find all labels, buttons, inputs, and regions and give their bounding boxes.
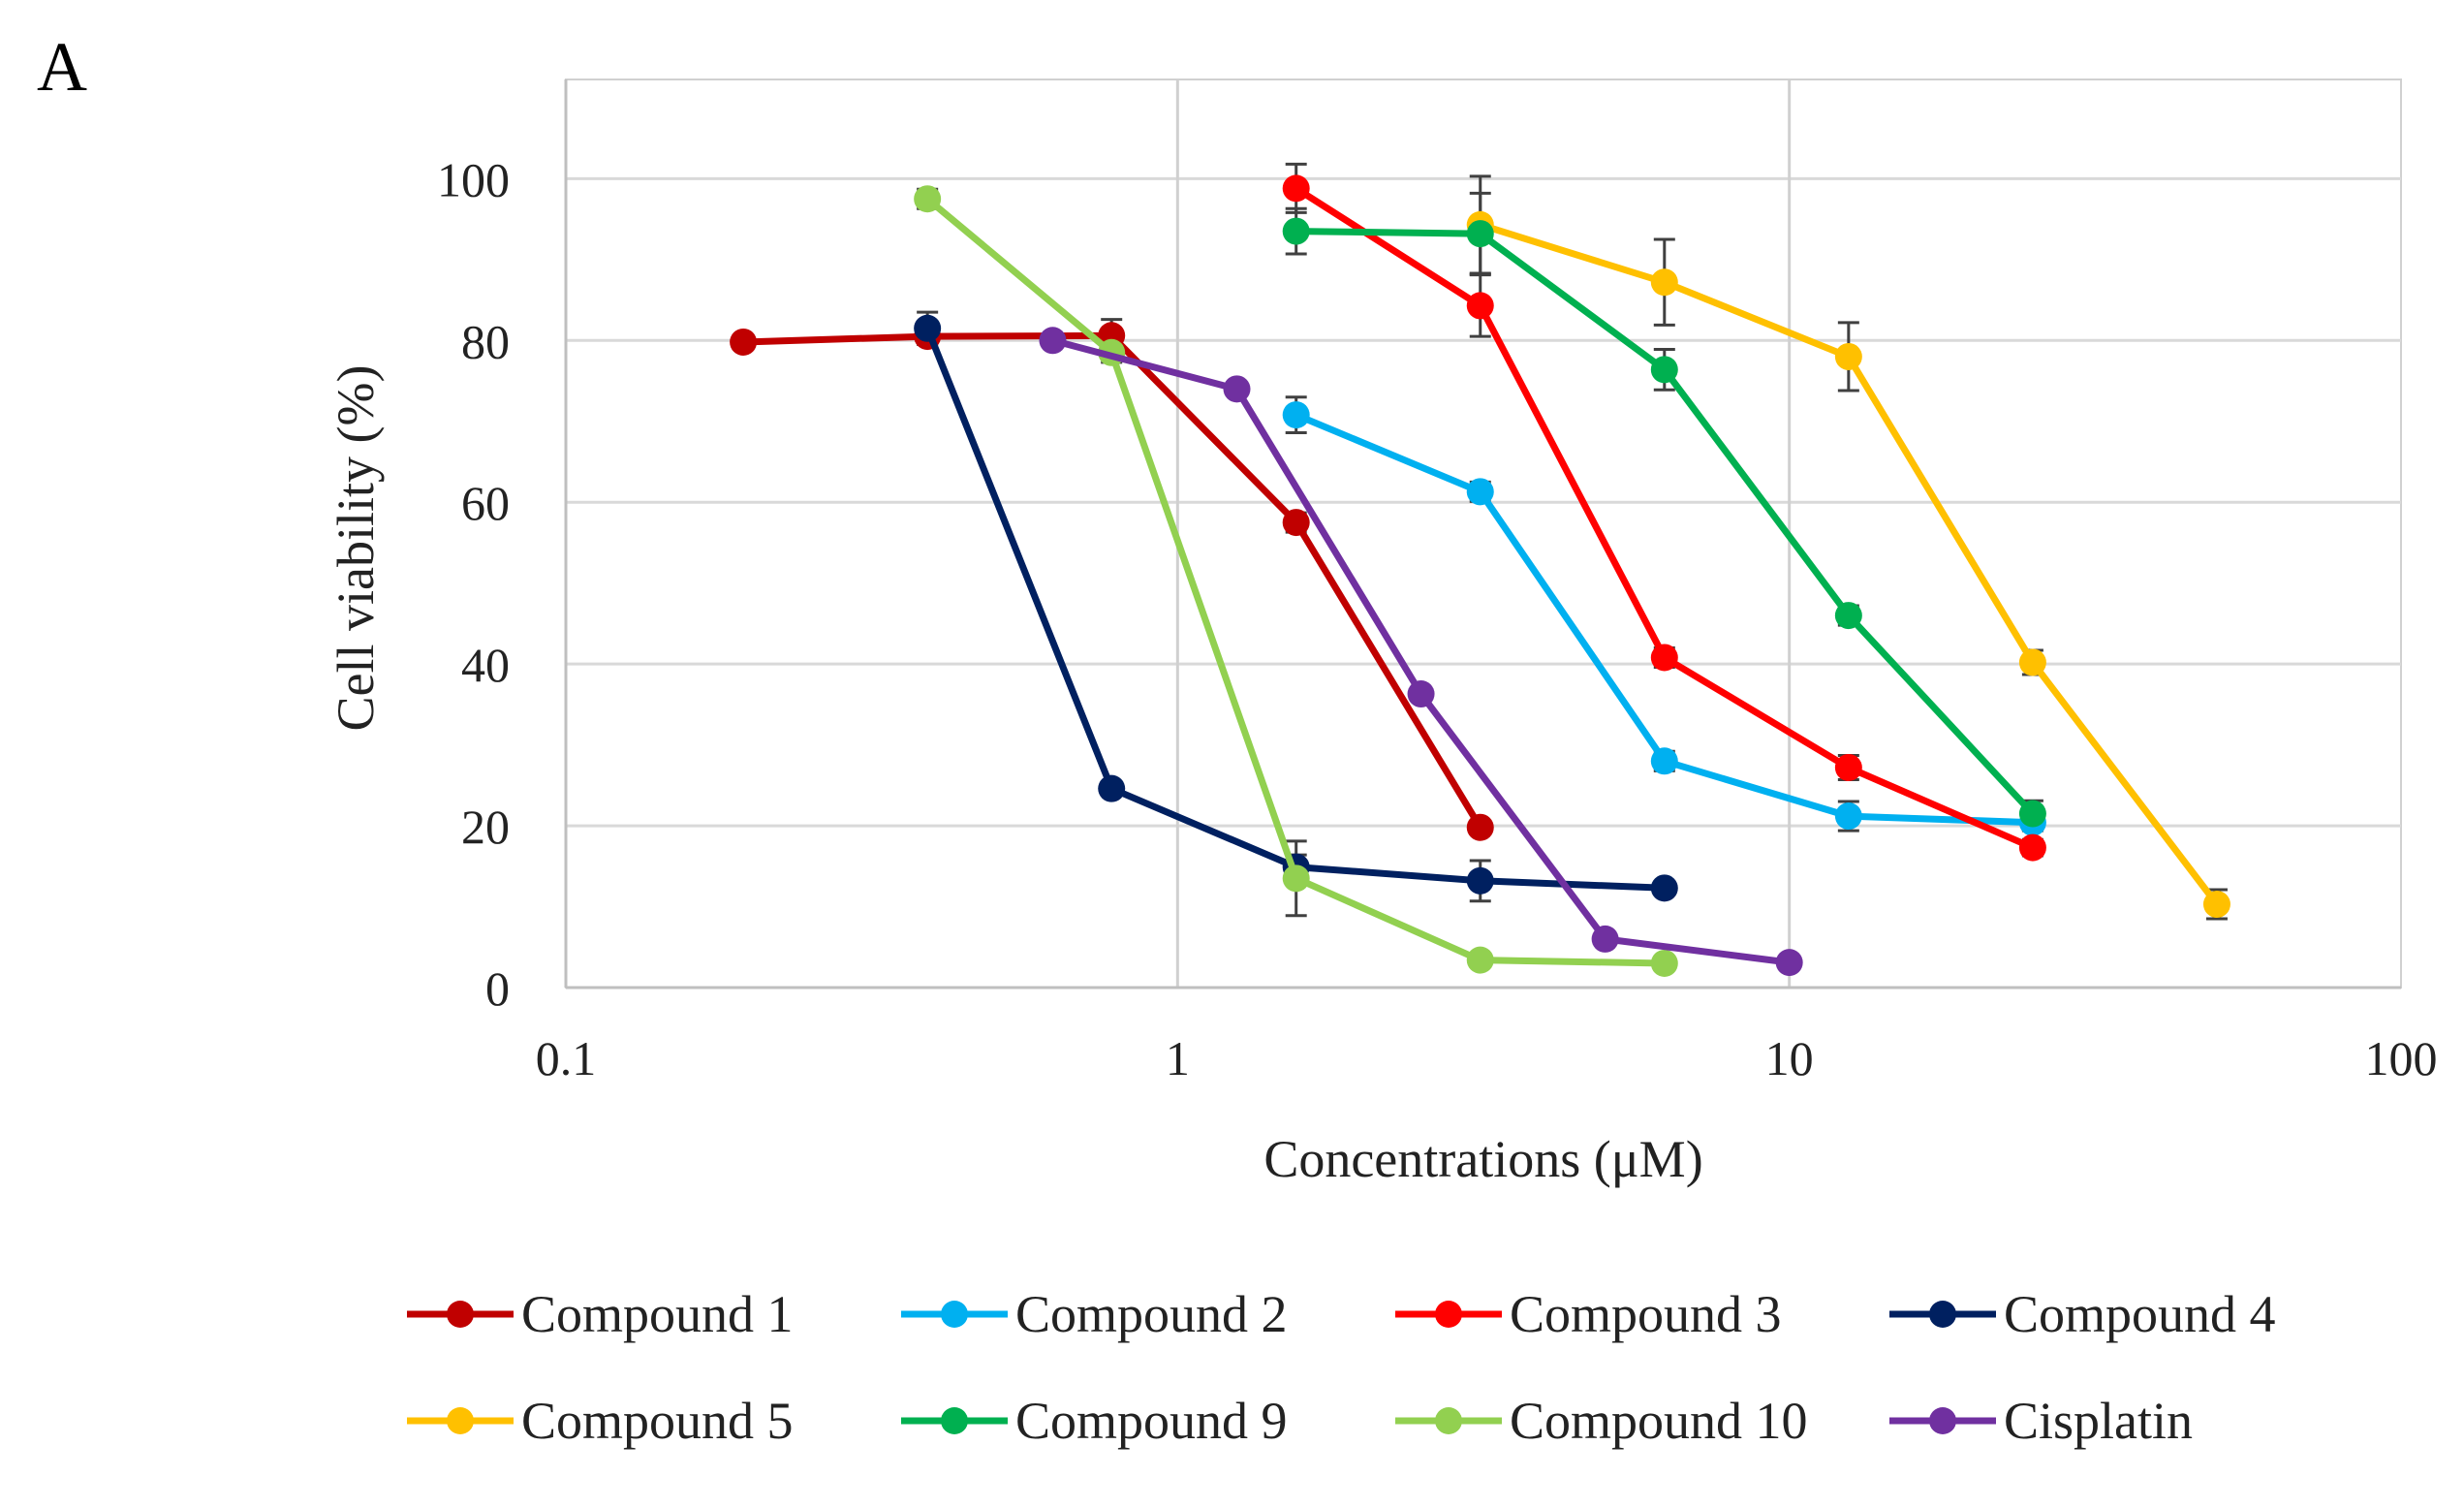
legend-marker-compound-4 <box>1929 1301 1956 1328</box>
data-point-compound-10 <box>1282 864 1310 893</box>
data-point-compound-4 <box>914 314 942 342</box>
legend-marker-compound-10 <box>1435 1407 1462 1434</box>
x-tick-label: 1 <box>1166 1031 1190 1085</box>
y-axis-title: Cell viability (%) <box>327 365 385 732</box>
y-tick-label: 80 <box>461 314 510 368</box>
legend-marker-compound-3 <box>1435 1301 1462 1328</box>
x-tick-label: 100 <box>2365 1031 2438 1085</box>
series-line-compound-1 <box>742 331 1483 830</box>
legend-label-compound-1: Compound 1 <box>521 1285 794 1343</box>
data-point-compound-9 <box>2018 800 2046 828</box>
data-point-compound-9 <box>1282 217 1310 245</box>
data-point-compound-9 <box>1650 356 1678 384</box>
legend-label-compound-3: Compound 3 <box>1510 1285 1782 1343</box>
data-point-compound-9 <box>1466 220 1494 248</box>
data-point-cisplatin <box>1775 949 1803 977</box>
panel-label: A <box>37 28 87 106</box>
data-point-compound-3 <box>2018 833 2046 862</box>
data-point-compound-3 <box>1282 174 1310 203</box>
legend-label-compound-4: Compound 4 <box>2004 1285 2276 1343</box>
y-tick-label: 0 <box>485 961 510 1016</box>
x-axis-title: Concentrations (μM) <box>1263 1130 1702 1188</box>
y-tick-label: 20 <box>461 800 510 854</box>
data-point-cisplatin <box>1039 327 1067 355</box>
legend-marker-compound-2 <box>941 1301 968 1328</box>
data-point-compound-2 <box>1466 478 1494 506</box>
x-tick-label: 0.1 <box>536 1031 597 1085</box>
data-point-compound-9 <box>1834 602 1862 630</box>
data-point-compound-3 <box>1650 644 1678 672</box>
legend-label-compound-9: Compound 9 <box>1015 1392 1288 1450</box>
data-point-compound-4 <box>1650 874 1678 902</box>
x-tick-label: 10 <box>1765 1031 1814 1085</box>
series-line-cisplatin <box>1051 336 1791 966</box>
data-point-compound-2 <box>1834 802 1862 831</box>
legend-marker-cisplatin <box>1929 1407 1956 1434</box>
y-tick-label: 100 <box>437 152 510 206</box>
data-point-cisplatin <box>1223 375 1251 403</box>
legend-label-compound-5: Compound 5 <box>521 1392 794 1450</box>
data-point-compound-5 <box>1834 342 1862 370</box>
legend-label-cisplatin: Cisplatin <box>2004 1392 2193 1450</box>
data-point-compound-3 <box>1834 753 1862 781</box>
y-tick-label: 40 <box>461 638 510 692</box>
legend-marker-compound-5 <box>447 1407 474 1434</box>
data-point-compound-4 <box>1098 774 1126 802</box>
data-point-compound-5 <box>1650 268 1678 297</box>
data-point-compound-5 <box>2018 648 2046 676</box>
data-point-cisplatin <box>1407 680 1435 708</box>
data-point-cisplatin <box>1591 925 1619 953</box>
data-point-compound-3 <box>1466 292 1494 320</box>
data-point-compound-2 <box>1282 401 1310 429</box>
data-point-compound-4 <box>1466 866 1494 895</box>
legend-label-compound-2: Compound 2 <box>1015 1285 1288 1343</box>
legend-marker-compound-9 <box>941 1407 968 1434</box>
y-tick-label: 60 <box>461 476 510 530</box>
data-point-compound-1 <box>1466 813 1494 841</box>
legend-marker-compound-1 <box>447 1301 474 1328</box>
data-point-compound-1 <box>730 328 758 356</box>
data-point-compound-1 <box>1282 509 1310 537</box>
data-point-compound-10 <box>1650 949 1678 977</box>
data-point-compound-5 <box>2202 891 2230 919</box>
legend-label-compound-10: Compound 10 <box>1510 1392 1808 1450</box>
data-point-compound-10 <box>914 185 942 213</box>
data-point-compound-10 <box>1466 946 1494 974</box>
data-point-compound-2 <box>1650 747 1678 775</box>
